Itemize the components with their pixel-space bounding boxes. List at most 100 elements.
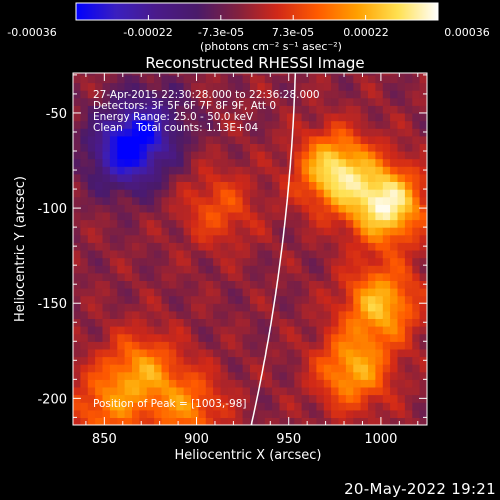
heatmap-cell [323,82,332,91]
heatmap-cell [102,386,111,396]
heatmap-cell [161,272,170,281]
heatmap-cell [257,158,266,167]
heatmap-cell [331,173,340,182]
heatmap-cell [242,356,251,365]
heatmap-cell [272,143,281,152]
heatmap-cell [272,250,281,259]
heatmap-cell [146,219,155,228]
heatmap-cell [309,120,317,129]
heatmap-cell [382,265,391,274]
heatmap-cell [235,250,244,259]
heatmap-cell [154,189,163,198]
heatmap-cells [73,73,427,425]
heatmap-cell [80,173,89,182]
heatmap-cell [316,74,325,84]
heatmap-cell [198,303,207,312]
heatmap-cell [397,227,406,236]
heatmap-cell [109,227,118,236]
heatmap-cell [375,181,384,190]
heatmap-cell [124,272,133,281]
heatmap-cell [205,128,214,137]
heatmap-cell [264,265,273,274]
heatmap-cell [353,288,362,297]
heatmap-cell [323,234,332,243]
heatmap-cell [220,211,229,221]
heatmap-cell [250,250,258,259]
heatmap-cell [257,326,266,335]
heatmap-cell [124,128,133,137]
heatmap-cell [198,265,207,274]
heatmap-cell [286,105,295,114]
heatmap-cell [279,113,288,122]
colorbar-tick-label: -7.3e-05 [198,26,244,39]
heatmap-cell [183,386,192,396]
heatmap-cell [264,371,273,380]
heatmap-cell [124,227,133,236]
heatmap-cell [109,105,118,114]
heatmap-cell [80,227,89,236]
heatmap-cell [382,97,391,106]
heatmap-cell [80,158,89,167]
heatmap-cell [198,90,207,99]
heatmap-cell [331,120,340,129]
heatmap-cell [404,82,413,91]
heatmap-cell [345,379,354,388]
heatmap-cell [227,417,236,425]
heatmap-cell [419,113,427,122]
heatmap-cell [419,234,427,243]
solar-limb-line [250,73,297,425]
heatmap-cell [227,97,236,106]
heatmap-cell [220,257,229,266]
heatmap-cell [102,364,111,373]
heatmap-cell [257,310,266,319]
heatmap-cell [80,295,89,304]
heatmap-cell [213,204,222,213]
heatmap-cell [102,135,111,144]
heatmap-cell [264,166,273,175]
heatmap-cell [235,303,244,312]
heatmap-cell [360,364,369,373]
heatmap-cell [95,333,104,342]
heatmap-cell [279,151,288,160]
heatmap-cell [331,318,340,327]
heatmap-cell [250,227,258,236]
heatmap-cell [404,409,413,418]
heatmap-cell [397,288,406,297]
heatmap-cell [250,417,258,425]
heatmap-cell [368,364,376,373]
heatmap-cell [382,181,391,190]
heatmap-cell [227,211,236,221]
heatmap-cell [183,74,192,84]
heatmap-cell [87,379,96,388]
heatmap-cell [80,120,89,129]
heatmap-cell [95,135,104,144]
heatmap-cell [368,151,376,160]
heatmap-cell [286,295,295,304]
heatmap-cell [154,356,163,365]
heatmap-cell [338,303,347,312]
heatmap-cell [154,105,163,114]
heatmap-cell [286,318,295,327]
heatmap-cell [235,386,244,396]
heatmap-cell [264,386,273,396]
heatmap-cell [316,90,325,99]
heatmap-cell [198,97,207,106]
heatmap-cell [279,242,288,251]
heatmap-cell [154,364,163,373]
heatmap-cell [154,348,163,358]
heatmap-cell [316,135,325,144]
heatmap-cell [73,402,81,411]
heatmap-cell [146,364,155,373]
heatmap-cell [102,128,111,137]
heatmap-cell [220,371,229,380]
heatmap-cell [279,265,288,274]
heatmap-cell [286,73,295,76]
heatmap-cell [286,265,295,274]
heatmap-cell [368,371,376,380]
heatmap-cell [368,196,376,205]
heatmap-cell [183,303,192,312]
heatmap-cell [353,265,362,274]
heatmap-cell [242,402,251,411]
heatmap-cell [161,166,170,175]
